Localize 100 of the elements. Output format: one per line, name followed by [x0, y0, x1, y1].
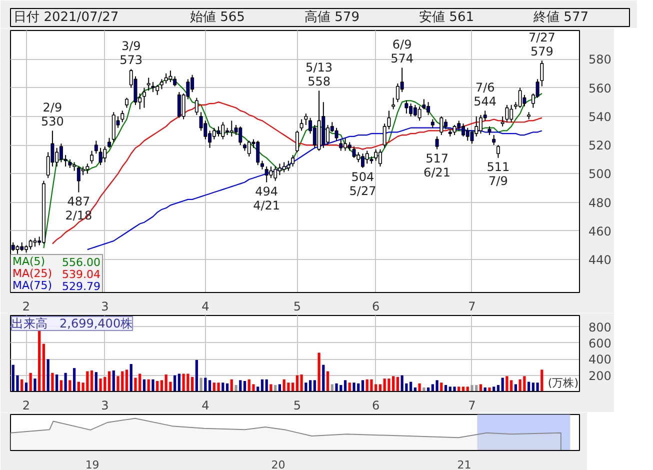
- bar: [335, 383, 338, 392]
- bar: [234, 385, 238, 392]
- bar: [51, 372, 54, 392]
- bar: [217, 382, 220, 392]
- annotation: 7/27 579: [528, 30, 556, 59]
- bar: [313, 380, 316, 392]
- y-tick-label: 560: [588, 81, 612, 96]
- candlestick: [505, 104, 509, 123]
- bar: [436, 380, 438, 392]
- y-tick-label: 600: [588, 336, 612, 350]
- bar: [361, 380, 364, 392]
- x-tick-label: 6: [372, 398, 380, 412]
- annotation: 5/13 558: [306, 60, 333, 89]
- text: 安値 561: [419, 9, 474, 25]
- x-tick-label: 3: [101, 300, 109, 314]
- candlestick: [194, 97, 198, 116]
- candlestick: [440, 116, 444, 136]
- candlestick: [378, 148, 382, 168]
- bar: [60, 380, 63, 392]
- bar: [308, 380, 312, 392]
- bar: [208, 380, 212, 392]
- bar: [440, 382, 443, 392]
- bar: [108, 371, 111, 392]
- y-tick-label: 400: [588, 352, 612, 367]
- bar: [46, 359, 50, 392]
- bar: [56, 374, 58, 392]
- bar: [160, 380, 164, 392]
- text: 高値 579: [304, 9, 360, 25]
- candlestick: [466, 127, 470, 142]
- candlestick: [146, 77, 150, 92]
- candlestick: [221, 122, 225, 140]
- bar: [38, 330, 41, 392]
- candlestick: [204, 120, 208, 140]
- annotation: 6/9 574: [390, 38, 414, 66]
- candlestick: [392, 97, 396, 110]
- bar: [230, 379, 233, 392]
- text: MA(25): [12, 267, 52, 280]
- annotation: 529.79: [62, 280, 101, 293]
- bar: [94, 372, 98, 392]
- candlestick: [365, 150, 369, 164]
- bar: [147, 379, 150, 392]
- x-tick-label: 21: [457, 458, 472, 470]
- bar: [239, 380, 242, 392]
- y-tick-label: 460: [588, 224, 612, 238]
- bar: [64, 372, 67, 392]
- candlestick: [540, 60, 544, 87]
- x-tick-label: 4: [202, 398, 210, 412]
- bar: [42, 344, 46, 392]
- y-tick-label: 520: [588, 138, 612, 153]
- series-label: MA(5): [12, 255, 46, 268]
- x-tick-label: 5: [293, 398, 302, 412]
- candlestick: [334, 127, 338, 142]
- bar: [514, 384, 518, 392]
- candlestick: [282, 162, 286, 173]
- bar: [174, 375, 176, 392]
- bar: [396, 376, 400, 392]
- bar: [68, 380, 72, 392]
- x-tick-label: 6: [372, 300, 380, 314]
- x-tick-label: 2: [22, 300, 30, 314]
- bar: [501, 378, 504, 392]
- candlestick: [435, 136, 439, 150]
- candlestick: [28, 239, 32, 250]
- annotation: 3/9 573: [120, 39, 143, 68]
- candlestick: [404, 100, 408, 114]
- y-tick-label: 800: [588, 320, 612, 334]
- bar: [142, 379, 146, 392]
- x-tick-label: 20: [271, 458, 286, 470]
- bar: [90, 370, 94, 392]
- candlestick: [291, 154, 295, 168]
- candlestick: [124, 97, 128, 108]
- x-tick-label: 7: [468, 398, 476, 412]
- annotation: 2/9 530: [41, 100, 64, 129]
- y-tick-label: 480: [588, 196, 612, 210]
- annotation: 511 7/9: [486, 160, 510, 188]
- bar: [453, 386, 456, 392]
- bar: [182, 374, 185, 392]
- bar: [470, 385, 474, 392]
- annotation: 539.04: [62, 268, 101, 281]
- bar: [523, 376, 526, 392]
- bar: [24, 382, 28, 392]
- candlestick: [518, 87, 522, 108]
- candlestick: [492, 134, 496, 146]
- bar: [265, 379, 268, 392]
- y-tick-label: 540: [588, 110, 612, 124]
- bar: [330, 384, 334, 392]
- candlestick: [422, 98, 426, 110]
- candlestick: [108, 137, 112, 148]
- bar: [344, 380, 347, 392]
- bar: [29, 372, 32, 392]
- bar: [260, 379, 264, 392]
- candlestick: [339, 138, 343, 152]
- candlestick: [457, 120, 461, 132]
- bar: [178, 374, 180, 392]
- y-tick-label: 500: [588, 167, 612, 182]
- annotation: 494 4/21: [253, 184, 280, 212]
- y-tick-label: 580: [588, 52, 612, 67]
- x-tick-label: 7: [468, 300, 476, 314]
- bar: [287, 382, 290, 392]
- candlestick: [496, 144, 500, 158]
- candlestick: [264, 166, 268, 183]
